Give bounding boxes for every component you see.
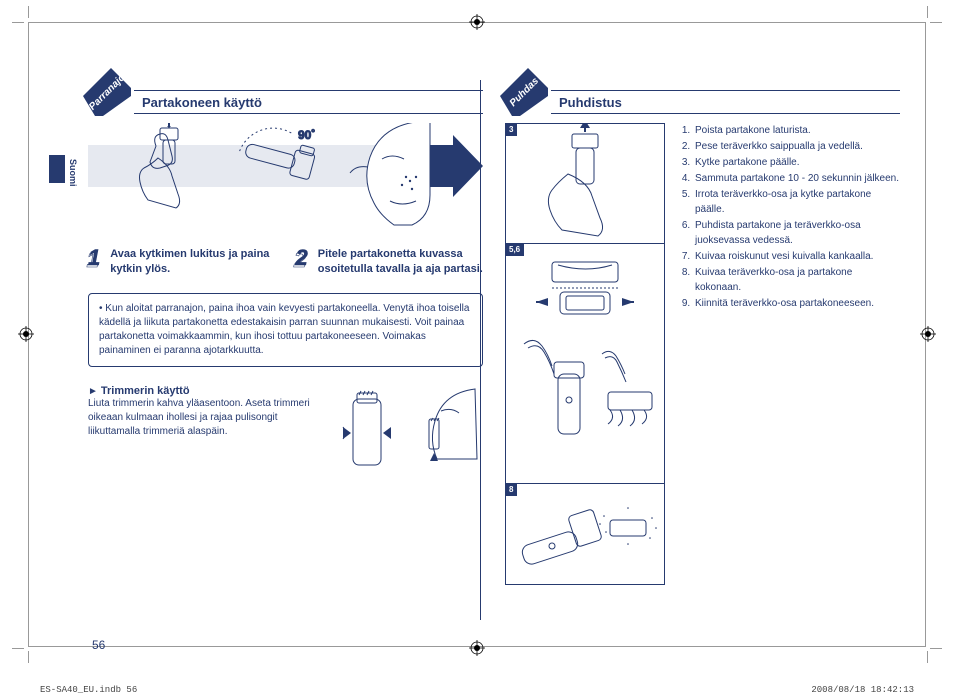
cleaning-layout: 3 5,6 [505, 123, 900, 585]
cleaning-step: Kuivaa teräverkko-osa ja partakone kokon… [693, 265, 900, 295]
usage-figure: 90˚ [88, 123, 483, 243]
step-text-2: Pitele partakonetta kuvassa osoitetulla … [318, 247, 483, 277]
trimmer-section: Trimmerin käyttö Liuta trimmerin kahva y… [88, 385, 483, 475]
fig-badge-3: 3 [505, 123, 517, 136]
registration-mark [469, 14, 485, 30]
cleaning-fig-3: 3 [506, 124, 664, 244]
cleaning-fig-8: 8 [506, 484, 664, 584]
trimmer-figure [333, 385, 483, 475]
cleaning-fig-56: 5,6 [506, 244, 664, 484]
section-title-left: Partakoneen käyttö [134, 90, 483, 114]
page-number: 56 [92, 638, 105, 652]
section-header-right: Puhdas Puhdistus [505, 75, 900, 103]
language-tab: Suomi [68, 159, 78, 187]
right-column: Puhdas Puhdistus 3 [505, 75, 900, 633]
footer-timestamp: 2008/08/18 18:42:13 [811, 685, 914, 695]
step-number-1: 1 [88, 247, 100, 277]
usage-steps: 1 Avaa kytkimen lukitus ja paina kytkin … [88, 247, 483, 277]
crop-mark [927, 6, 928, 18]
section-title-right: Puhdistus [551, 90, 900, 114]
cleaning-step: Kiinnitä teräverkko-osa partakoneeseen. [693, 296, 900, 311]
cleaning-step: Irrota teräverkko-osa ja kytke partakone… [693, 187, 900, 217]
cleaning-step: Sammuta partakone 10 - 20 sekunnin jälke… [693, 171, 900, 186]
step-number-2: 2 [296, 247, 308, 277]
cleaning-step: Kytke partakone päälle. [693, 155, 900, 170]
registration-mark [469, 640, 485, 656]
fig-badge-56: 5,6 [505, 243, 524, 256]
registration-mark [920, 326, 936, 342]
fig-badge-8: 8 [505, 483, 517, 496]
section-header-left: Parranajo Partakoneen käyttö [88, 75, 483, 103]
page-content: Parranajo Partakoneen käyttö [88, 75, 913, 633]
tip-bullet: • [99, 303, 103, 314]
tip-box: • Kun aloitat parranajon, paina ihoa vai… [88, 293, 483, 367]
crop-mark [12, 22, 24, 23]
cleaning-step: Poista partakone laturista. [693, 123, 900, 138]
trimmer-text: Liuta trimmerin kahva yläasentoon. Aseta… [88, 397, 323, 439]
step-1: 1 Avaa kytkimen lukitus ja paina kytkin … [88, 247, 276, 277]
crop-mark [12, 648, 24, 649]
cleaning-figures: 3 5,6 [505, 123, 665, 585]
crop-mark [930, 22, 942, 23]
cleaning-steps-list: Poista partakone laturista. Pese teräver… [679, 123, 900, 585]
language-tab-marker [49, 155, 65, 183]
tip-text: Kun aloitat parranajon, paina ihoa vain … [99, 303, 469, 356]
ribbon-left: Parranajo [83, 68, 131, 116]
crop-mark [28, 651, 29, 663]
step-2: 2 Pitele partakonetta kuvassa osoitetull… [296, 247, 484, 277]
left-column: Parranajo Partakoneen käyttö [88, 75, 483, 633]
crop-mark [28, 6, 29, 18]
cleaning-step: Pese teräverkko saippualla ja vedellä. [693, 139, 900, 154]
registration-mark [18, 326, 34, 342]
angle-label: 90˚ [298, 128, 315, 142]
crop-mark [927, 651, 928, 663]
cleaning-step: Puhdista partakone ja teräverkko-osa juo… [693, 218, 900, 248]
step-text-1: Avaa kytkimen lukitus ja paina kytkin yl… [110, 247, 275, 277]
ribbon-right: Puhdas [500, 68, 548, 116]
crop-mark [930, 648, 942, 649]
cleaning-step: Kuivaa roiskunut vesi kuivalla kankaalla… [693, 249, 900, 264]
footer-file: ES-SA40_EU.indb 56 [40, 685, 137, 695]
print-footer: ES-SA40_EU.indb 56 2008/08/18 18:42:13 [40, 685, 914, 695]
